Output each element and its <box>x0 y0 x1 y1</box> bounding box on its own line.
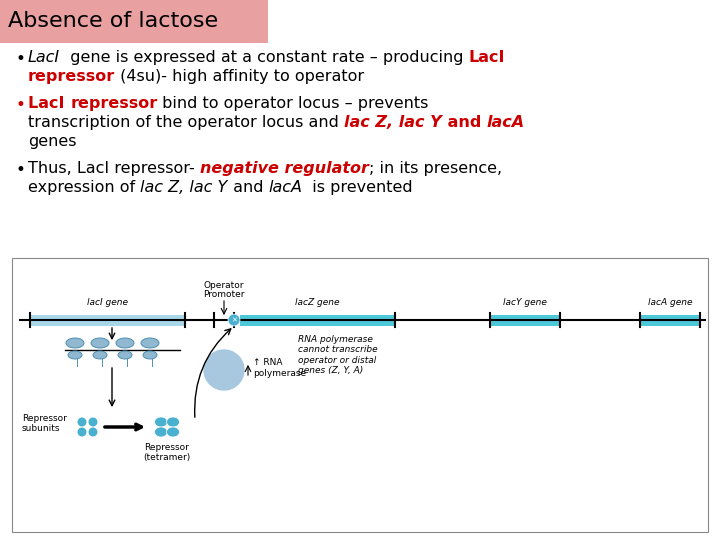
Text: Repressor
(tetramer): Repressor (tetramer) <box>143 443 191 462</box>
Ellipse shape <box>118 351 132 359</box>
Text: LacI: LacI <box>28 50 60 65</box>
Text: •: • <box>15 50 25 68</box>
Ellipse shape <box>91 338 109 348</box>
Text: LacI: LacI <box>469 50 505 65</box>
Ellipse shape <box>155 417 168 427</box>
Text: genes: genes <box>28 134 76 149</box>
Text: is prevented: is prevented <box>302 180 413 195</box>
Ellipse shape <box>143 351 157 359</box>
Text: repressor: repressor <box>70 96 158 111</box>
Text: Thus, LacI repressor-: Thus, LacI repressor- <box>28 161 200 176</box>
Circle shape <box>204 350 244 390</box>
Text: lacZ gene: lacZ gene <box>295 298 340 307</box>
Text: lacA: lacA <box>268 180 302 195</box>
Text: and: and <box>442 115 487 130</box>
Ellipse shape <box>68 351 82 359</box>
Ellipse shape <box>116 338 134 348</box>
FancyBboxPatch shape <box>240 314 395 326</box>
Text: ; in its presence,: ; in its presence, <box>369 161 502 176</box>
Text: Operator: Operator <box>204 281 244 290</box>
Text: gene is expressed at a constant rate – producing: gene is expressed at a constant rate – p… <box>60 50 469 65</box>
Text: bind to operator locus – prevents: bind to operator locus – prevents <box>158 96 428 111</box>
Text: and: and <box>228 180 268 195</box>
FancyBboxPatch shape <box>490 314 560 326</box>
Ellipse shape <box>93 351 107 359</box>
Text: LacI: LacI <box>28 96 70 111</box>
FancyBboxPatch shape <box>0 0 268 43</box>
Text: Promoter: Promoter <box>203 290 245 299</box>
Text: •: • <box>15 161 25 179</box>
Text: lacI gene: lacI gene <box>87 298 128 307</box>
Ellipse shape <box>141 338 159 348</box>
FancyBboxPatch shape <box>30 314 185 326</box>
Text: ↑ RNA
polymerase: ↑ RNA polymerase <box>253 359 306 377</box>
Ellipse shape <box>155 427 168 437</box>
Text: lac Z, lac Y: lac Z, lac Y <box>344 115 442 130</box>
Text: expression of: expression of <box>28 180 140 195</box>
Text: (4su)- high affinity to operator: (4su)- high affinity to operator <box>115 69 364 84</box>
Circle shape <box>89 428 97 436</box>
Circle shape <box>78 428 86 436</box>
Text: lac Z, lac Y: lac Z, lac Y <box>140 180 228 195</box>
Text: lacY gene: lacY gene <box>503 298 547 307</box>
Text: •: • <box>15 96 25 114</box>
FancyBboxPatch shape <box>640 314 700 326</box>
Circle shape <box>89 417 97 427</box>
Ellipse shape <box>166 427 179 437</box>
Text: ✕: ✕ <box>231 317 237 323</box>
Circle shape <box>78 417 86 427</box>
Text: lacA: lacA <box>487 115 525 130</box>
Text: lacA gene: lacA gene <box>648 298 692 307</box>
FancyBboxPatch shape <box>12 258 708 532</box>
Text: RNA polymerase
cannot transcribe
operator or distal
genes (Z, Y, A): RNA polymerase cannot transcribe operato… <box>298 335 377 375</box>
Text: transcription of the operator locus and: transcription of the operator locus and <box>28 115 344 130</box>
Text: Repressor
subunits: Repressor subunits <box>22 414 67 434</box>
Text: repressor: repressor <box>28 69 115 84</box>
Circle shape <box>228 314 240 326</box>
Text: negative regulator: negative regulator <box>200 161 369 176</box>
Text: Absence of lactose: Absence of lactose <box>8 11 218 31</box>
Ellipse shape <box>66 338 84 348</box>
Ellipse shape <box>166 417 179 427</box>
